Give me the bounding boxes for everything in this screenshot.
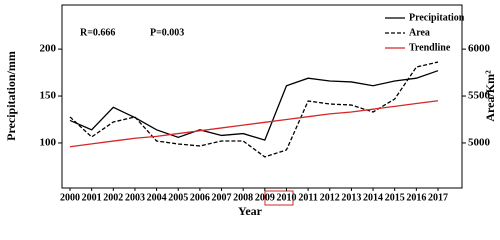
series-line: [69, 61, 439, 158]
x-tick-label: 2008: [233, 192, 253, 203]
x-tick-label: 2005: [168, 192, 188, 203]
legend-label: Precipitation: [409, 12, 465, 23]
chart: Year Precipitation/mm Area/Km² R=0.666 P…: [4, 4, 497, 218]
page: {"chart_data": {"type": "line", "xlabel"…: [3, 4, 497, 218]
y2-tick-label: 6000: [468, 43, 491, 55]
y-tick-label: 100: [40, 136, 57, 148]
x-tick-label: 2011: [298, 192, 317, 203]
highlight-box: [264, 190, 294, 206]
x-tick-label: 2001: [82, 192, 102, 203]
x-tick-label: 2007: [212, 192, 232, 203]
x-tick-label: 2006: [190, 192, 210, 203]
x-tick-label: 2015: [385, 192, 405, 203]
y2-tick-label: 5000: [468, 136, 491, 148]
y2-axis-label: Area/Km²: [483, 70, 497, 122]
x-tick-label: 2017: [428, 192, 448, 203]
annotation: P=0.003: [150, 27, 184, 38]
x-tick-label: 2012: [320, 192, 340, 203]
y2-tick-label: 5500: [468, 90, 491, 102]
x-tick-label: 2013: [341, 192, 361, 203]
x-tick-label: 2016: [406, 192, 426, 203]
annotation: R=0.666: [80, 27, 115, 38]
x-tick-label: 2010: [276, 192, 296, 203]
x-tick-label: 2003: [125, 192, 145, 203]
plot-frame: [61, 4, 463, 189]
series-line: [69, 100, 439, 148]
x-axis-label: Year: [238, 204, 263, 218]
y-tick-label: 150: [40, 90, 57, 102]
y-axis-label: Precipitation/mm: [4, 51, 18, 141]
x-tick-label: 2014: [363, 192, 383, 203]
x-tick-label: 2009: [255, 192, 275, 203]
series-line: [69, 70, 439, 141]
x-tick-label: 2004: [147, 192, 167, 203]
x-tick-label: 2002: [103, 192, 123, 203]
legend-label: Trendline: [409, 42, 451, 53]
x-tick-label: 2000: [60, 192, 80, 203]
legend-label: Area: [409, 27, 430, 38]
y-tick-label: 200: [40, 43, 57, 55]
